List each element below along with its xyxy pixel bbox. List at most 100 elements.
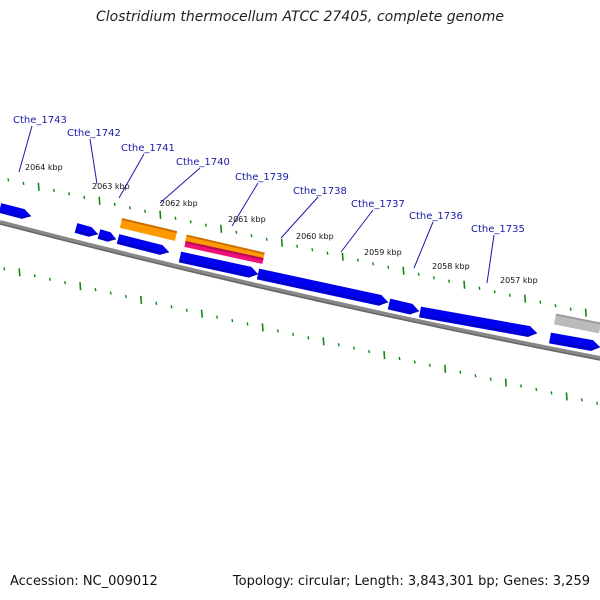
cds-arrow xyxy=(178,251,259,278)
inner-tick xyxy=(474,374,477,378)
gene-label[interactable]: Cthe_1740 xyxy=(176,157,230,168)
outer-tick xyxy=(478,286,481,290)
inner-tick xyxy=(565,392,568,401)
kbp-tick-label: 2057 kbp xyxy=(500,276,538,285)
cds-arrow xyxy=(116,234,170,255)
gene-label[interactable]: Cthe_1735 xyxy=(471,224,525,235)
inner-tick xyxy=(64,281,67,285)
gene-connector-line xyxy=(486,234,495,284)
gene-label[interactable]: Cthe_1739 xyxy=(235,172,289,183)
inner-tick xyxy=(550,391,553,395)
inner-tick xyxy=(307,336,310,340)
gene-label[interactable]: Cthe_1738 xyxy=(293,186,347,197)
inner-tick xyxy=(337,343,340,347)
outer-tick xyxy=(311,248,314,252)
outer-tick xyxy=(432,276,435,280)
outer-tick xyxy=(539,300,542,304)
cds-arrow xyxy=(97,229,117,242)
rna-orange-bar xyxy=(119,218,178,241)
gene-connector-line xyxy=(159,167,201,204)
outer-tick xyxy=(174,216,177,220)
outer-tick xyxy=(37,182,40,191)
inner-tick xyxy=(459,370,462,374)
outer-tick xyxy=(326,251,329,255)
gene-label[interactable]: Cthe_1737 xyxy=(351,199,405,210)
outer-tick xyxy=(584,308,587,317)
cds-arrow xyxy=(74,223,99,237)
label-connectors xyxy=(18,125,495,284)
rna-pink-bar xyxy=(184,241,264,264)
inner-tick xyxy=(428,363,431,368)
map-title: Clostridium thermocellum ATCC 27405, com… xyxy=(96,9,504,25)
inner-tick xyxy=(155,301,158,305)
inner-tick xyxy=(109,291,112,295)
gene-label[interactable]: Cthe_1743 xyxy=(13,115,67,126)
outer-tick xyxy=(448,279,451,283)
cds-arrow xyxy=(419,306,538,338)
outer-tick xyxy=(265,237,268,241)
inner-tick xyxy=(520,384,523,388)
inner-tick xyxy=(489,377,492,381)
outer-tick xyxy=(356,258,359,262)
inner-tick xyxy=(3,267,6,271)
outer-tick xyxy=(569,307,572,311)
outer-tick xyxy=(7,178,10,182)
outer-tick xyxy=(235,230,238,234)
inner-tick xyxy=(261,323,264,332)
outer-tick xyxy=(159,210,162,219)
inner-tick xyxy=(140,295,143,304)
outer-tick xyxy=(250,234,253,238)
topology-text: Topology: circular; Length: 3,843,301 bp… xyxy=(232,574,590,589)
inner-tick xyxy=(200,309,203,318)
genome-backbone xyxy=(0,220,600,360)
gene-connector-line xyxy=(89,138,98,185)
outer-tick xyxy=(387,265,390,269)
kbp-tick-label: 2061 kbp xyxy=(228,215,266,224)
kbp-tick-label: 2058 kbp xyxy=(432,262,470,271)
outer-tick xyxy=(22,181,25,185)
cds-arrow xyxy=(0,203,32,219)
kbp-tick-label: 2062 kbp xyxy=(160,199,198,208)
inner-tick xyxy=(18,268,21,277)
outer-tick xyxy=(554,304,557,308)
kbp-tick-label: 2059 kbp xyxy=(364,248,402,257)
inner-tick xyxy=(276,329,279,333)
inner-tick xyxy=(94,287,97,292)
inner-tick xyxy=(444,364,447,373)
gene-connector-line xyxy=(18,125,33,173)
inner-tick xyxy=(79,282,82,291)
outer-tick xyxy=(524,294,527,303)
inner-tick-track xyxy=(3,267,599,405)
kbp-labels: 2064 kbp 2063 kbp 2062 kbp 2061 kbp 2060 kbp… xyxy=(25,163,538,285)
outer-tick xyxy=(296,244,299,248)
kbp-tick-label: 2060 kbp xyxy=(296,232,334,241)
gene-label[interactable]: Cthe_1741 xyxy=(121,143,175,154)
inner-tick xyxy=(170,305,173,309)
genome-backbone-shadow xyxy=(0,223,600,361)
inner-tick xyxy=(33,274,36,278)
feature-track xyxy=(0,203,600,351)
outer-tick xyxy=(189,220,192,224)
cds-arrow xyxy=(256,268,389,306)
inner-tick xyxy=(216,315,219,319)
inner-tick xyxy=(352,346,355,350)
inner-tick xyxy=(398,356,401,361)
outer-tick xyxy=(204,223,207,227)
gene-label[interactable]: Cthe_1736 xyxy=(409,211,463,222)
outer-tick xyxy=(493,290,496,294)
outer-tick xyxy=(372,262,375,266)
kbp-tick-label: 2063 kbp xyxy=(92,182,130,191)
inner-tick xyxy=(124,294,127,299)
outer-tick xyxy=(508,293,511,297)
outer-tick xyxy=(128,206,131,210)
inner-tick xyxy=(246,322,249,326)
inner-tick xyxy=(596,401,599,405)
gene-label[interactable]: Cthe_1742 xyxy=(67,128,121,139)
gene-connector-line xyxy=(340,209,374,253)
outer-tick xyxy=(280,238,283,247)
accession-text: Accession: NC_009012 xyxy=(10,574,158,589)
inner-tick xyxy=(413,360,416,364)
inner-tick xyxy=(535,387,538,392)
